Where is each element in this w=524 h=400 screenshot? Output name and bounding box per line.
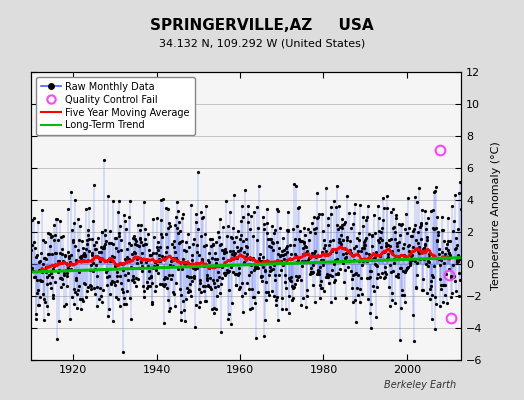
- Text: 34.132 N, 109.292 W (United States): 34.132 N, 109.292 W (United States): [159, 38, 365, 48]
- Text: Berkeley Earth: Berkeley Earth: [384, 380, 456, 390]
- Y-axis label: Temperature Anomaly (°C): Temperature Anomaly (°C): [491, 142, 501, 290]
- Text: SPRINGERVILLE,AZ     USA: SPRINGERVILLE,AZ USA: [150, 18, 374, 33]
- Legend: Raw Monthly Data, Quality Control Fail, Five Year Moving Average, Long-Term Tren: Raw Monthly Data, Quality Control Fail, …: [36, 77, 195, 135]
